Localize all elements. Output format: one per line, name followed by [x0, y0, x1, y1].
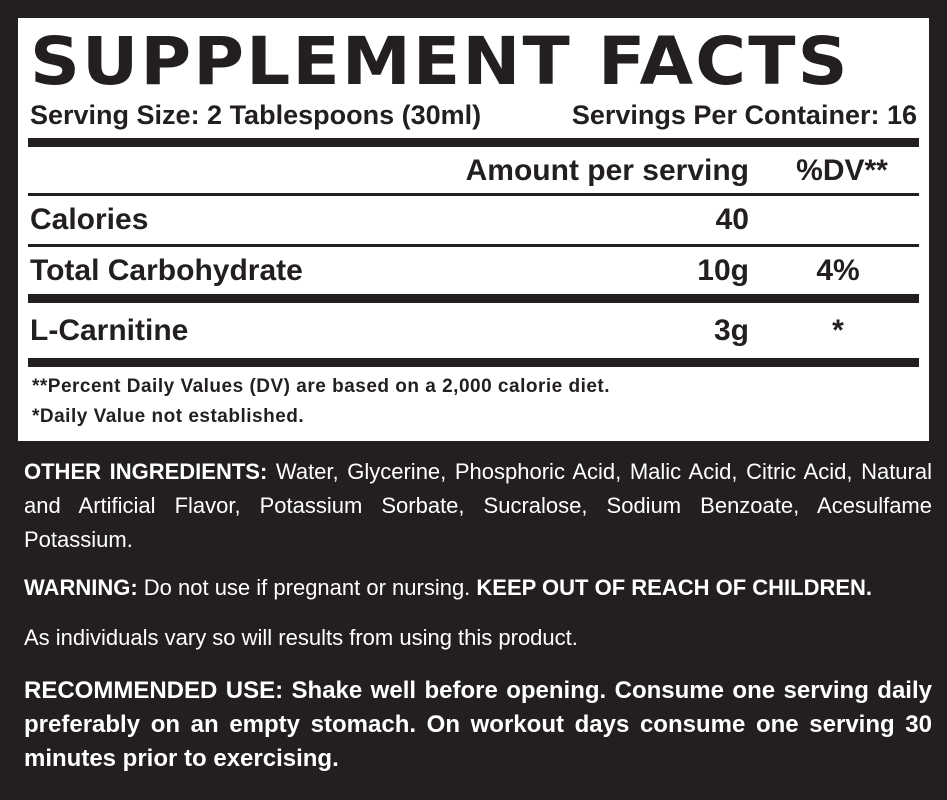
- table-row: Calories 40: [30, 201, 917, 239]
- supplement-facts-panel: SUPPLEMENT FACTS Serving Size: 2 Tablesp…: [18, 18, 929, 441]
- footnote-not-established: *Daily Value not established.: [32, 406, 305, 427]
- divider-thick: [28, 358, 919, 367]
- serving-size: Serving Size: 2 Tablespoons (30ml): [30, 100, 482, 130]
- nutrient-name: Total Carbohydrate: [30, 254, 303, 287]
- warning-text: Do not use if pregnant or nursing.: [137, 575, 477, 600]
- footnote-dv: **Percent Daily Values (DV) are based on…: [32, 376, 611, 397]
- nutrient-amount: 3g: [713, 314, 749, 347]
- nutrient-name: L-Carnitine: [30, 314, 189, 347]
- nutrient-name: Calories: [30, 203, 149, 236]
- serving-info: Serving Size: 2 Tablespoons (30ml) Servi…: [30, 98, 917, 132]
- other-ingredients: OTHER INGREDIENTS: Water, Glycerine, Pho…: [24, 455, 932, 557]
- warning-label: WARNING:: [24, 575, 138, 600]
- disclaimer: As individuals vary so will results from…: [24, 625, 578, 650]
- table-row: Total Carbohydrate 10g 4%: [30, 252, 917, 290]
- header-dv: %DV**: [796, 154, 888, 187]
- divider-thick: [28, 138, 919, 147]
- table-row: L-Carnitine 3g *: [30, 312, 917, 350]
- other-ingredients-text: Water, Glycerine, Phosphoric Acid, Malic…: [24, 459, 932, 552]
- warning-emphasis: KEEP OUT OF REACH OF CHILDREN.: [476, 575, 873, 600]
- nutrient-dv: *: [832, 314, 844, 347]
- other-ingredients-label: OTHER INGREDIENTS:: [24, 459, 268, 484]
- servings-per-container: Servings Per Container: 16: [571, 100, 917, 130]
- divider-thick: [28, 294, 919, 303]
- nutrient-dv: 4%: [816, 254, 860, 287]
- divider-thin: [28, 244, 919, 247]
- nutrient-amount: 10g: [697, 254, 749, 287]
- recommended-use: RECOMMENDED USE: Shake well before openi…: [24, 674, 932, 776]
- recommended-use-label: RECOMMENDED USE:: [24, 677, 284, 704]
- table-header: Amount per serving %DV**: [30, 152, 917, 190]
- nutrient-amount: 40: [715, 203, 749, 236]
- facts-title: SUPPLEMENT FACTS: [30, 23, 850, 100]
- divider-thin: [28, 193, 919, 196]
- recommended-use-text: Shake well before opening. Consume one s…: [24, 677, 932, 772]
- warning: WARNING: Do not use if pregnant or nursi…: [24, 571, 932, 605]
- header-amount: Amount per serving: [465, 154, 749, 187]
